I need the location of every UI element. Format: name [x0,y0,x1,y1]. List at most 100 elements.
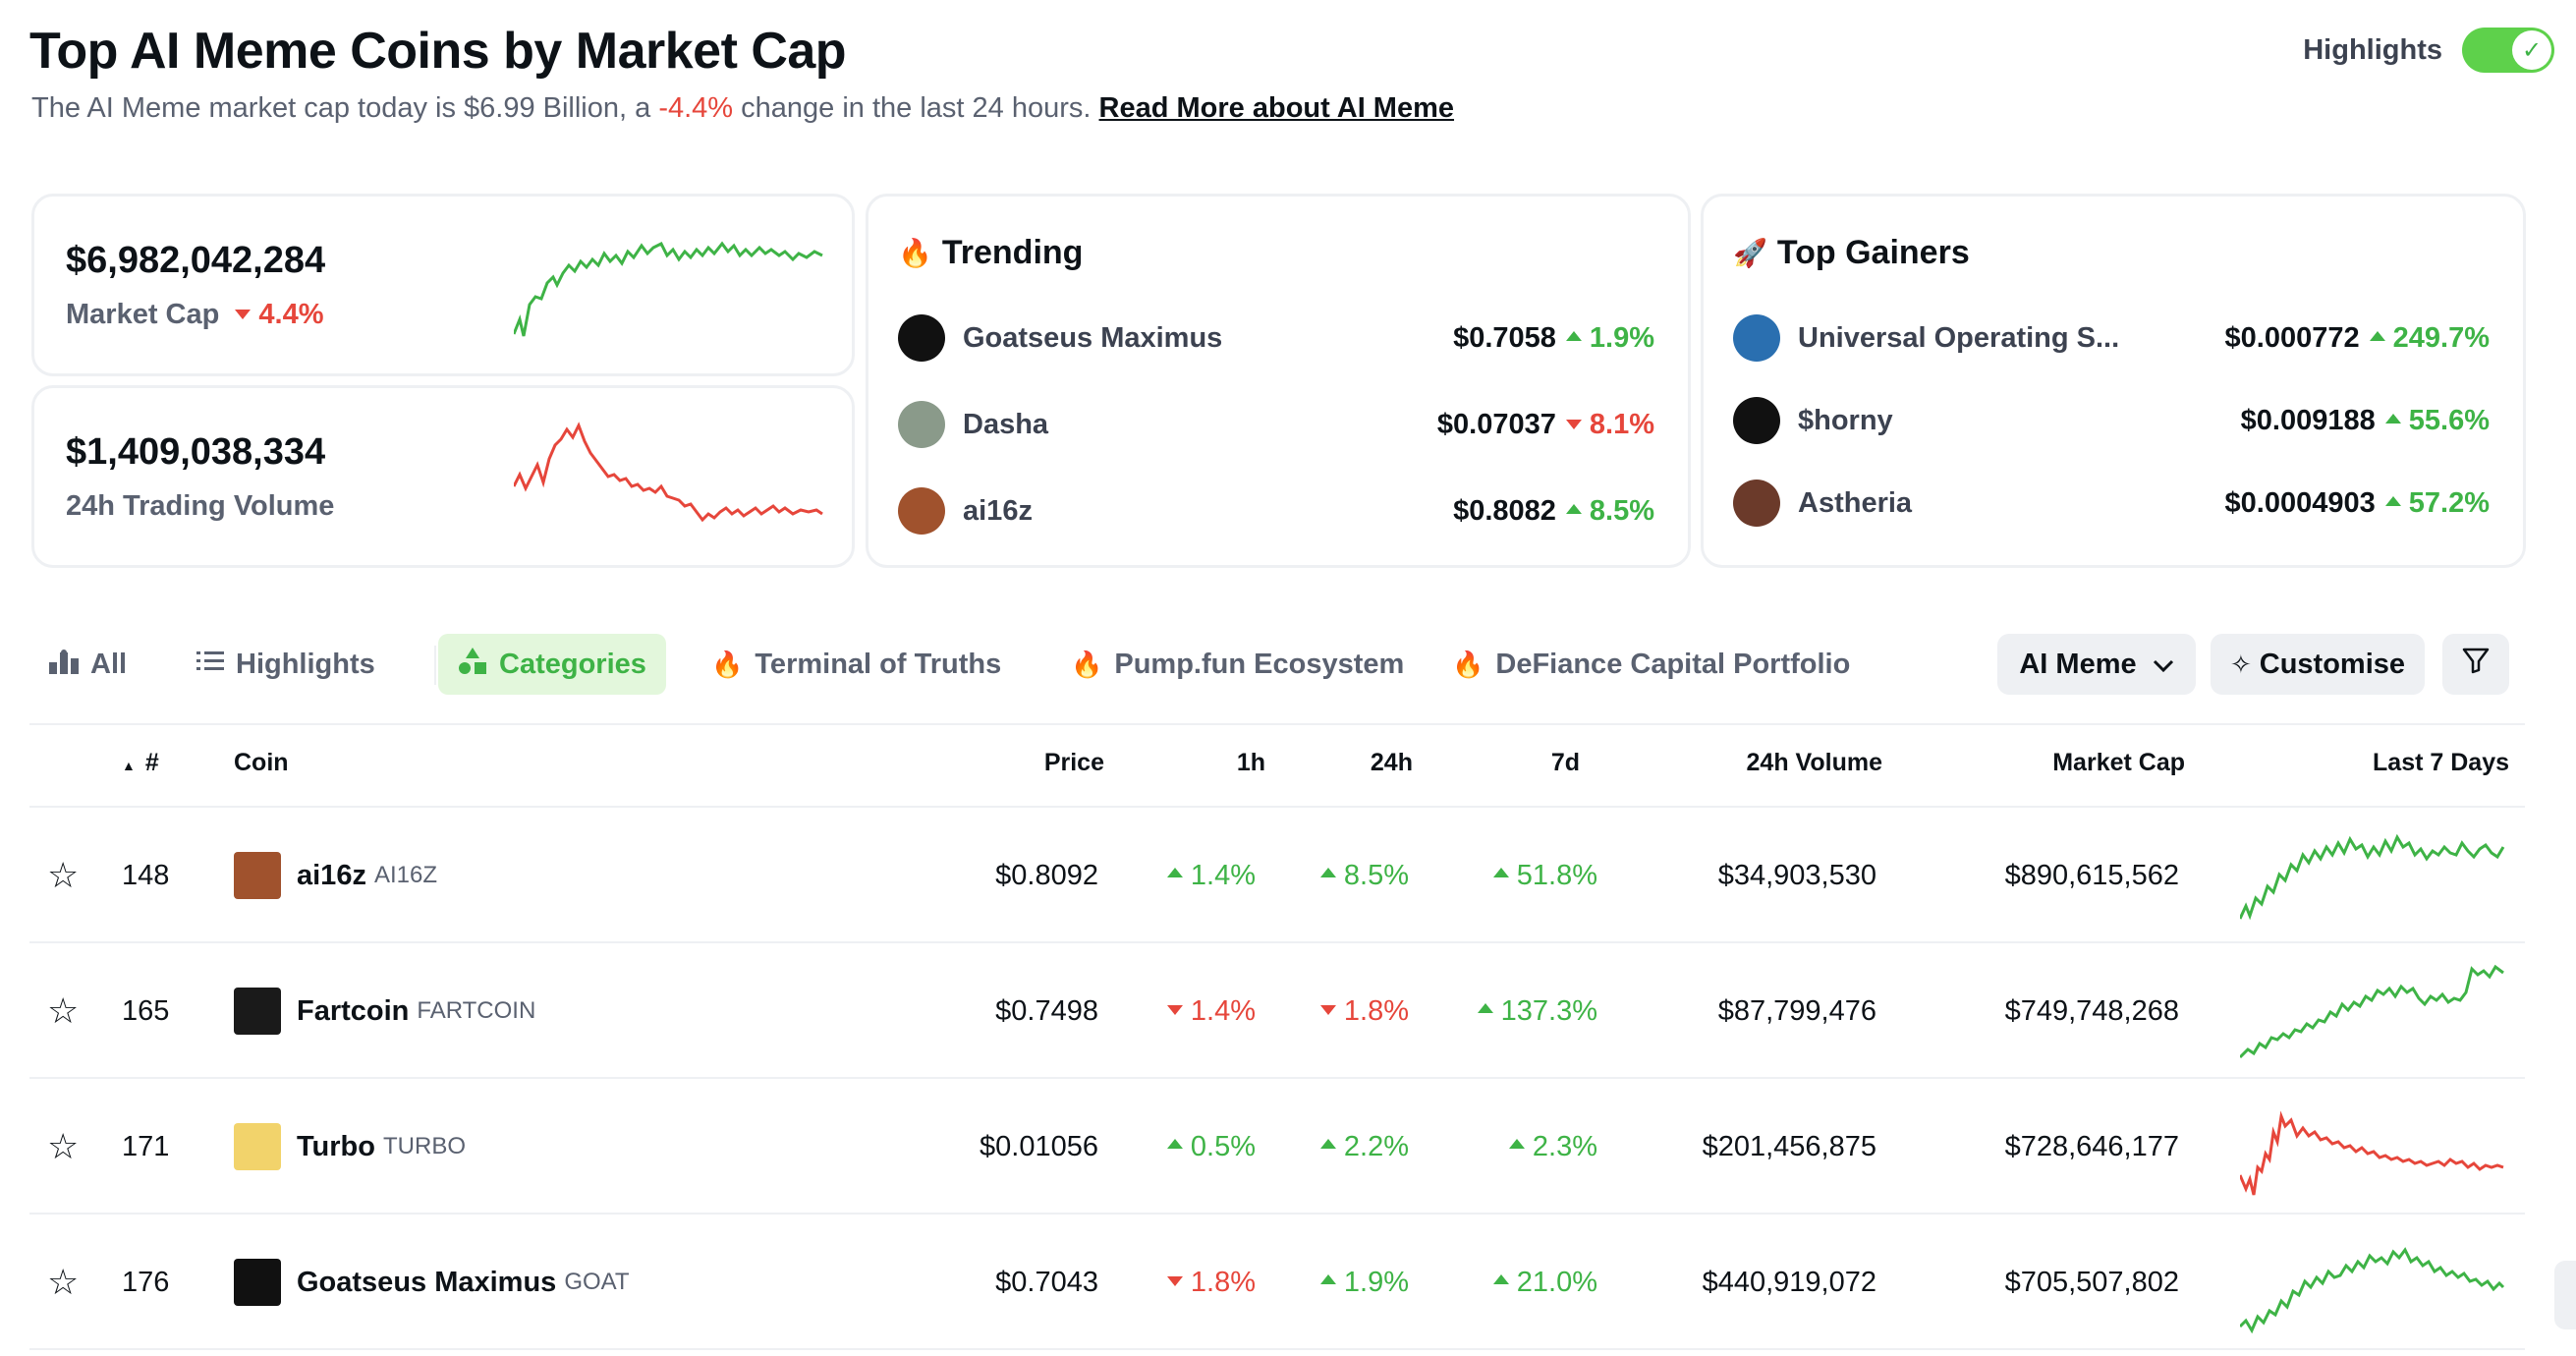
coin-name: Goatseus Maximus [297,1266,557,1298]
coin-price: $0.0004903 [2224,486,2376,519]
header-price[interactable]: Price [1043,749,1104,776]
rank: 148 [122,859,170,891]
change-d7: 137.3% [1477,943,1597,1079]
header-market-cap[interactable]: Market Cap [2052,749,2185,776]
trending-title: 🔥 Trending [898,234,1084,271]
coin-price: $0.8082 [1453,494,1556,527]
change-h24: 1.8% [1319,943,1409,1079]
coin-name: Goatseus Maximus [963,321,1223,354]
coin-logo [234,1259,281,1306]
change-h1: 1.8% [1166,1215,1256,1350]
table-row[interactable]: ☆ 171 Turbo TURBO $0.01056 0.5% 2.2% 2.3% $201,4… [29,1079,2525,1215]
trending-card: 🔥 Trending Goatseus Maximus $0.7058 1.9% Da… [866,194,1691,568]
bar-chart-icon [49,649,79,681]
rank: 176 [122,1266,170,1298]
market-cap-card: $6,982,042,284 Market Cap 4.4% [31,194,855,376]
coin-name: Turbo [297,1130,375,1162]
header-coin[interactable]: Coin [234,749,289,776]
rank: 171 [122,1130,170,1162]
volume-card: $1,409,038,334 24h Trading Volume [31,385,855,568]
tabs-separator [434,646,436,685]
header-rank[interactable]: ▲ # [122,749,159,776]
caret-down-icon [1565,419,1582,429]
caret-down-icon [1166,1005,1183,1015]
market-cap-label-group: Market Cap 4.4% [66,299,324,331]
header-24h[interactable]: 24h [1370,749,1413,776]
coin-cell[interactable]: ai16z AI16Z [234,808,437,943]
coin-change: 8.5% [1565,495,1654,528]
top-gainers-card: 🚀 Top Gainers Universal Operating S... $0… [1701,194,2526,568]
coin-change: 57.2% [2384,487,2490,520]
volume: $201,456,875 [1702,1130,1876,1162]
scrollbar[interactable] [2554,1261,2576,1329]
trending-item[interactable]: Goatseus Maximus $0.7058 1.9% [898,313,1654,363]
trending-item[interactable]: Dasha $0.07037 8.1% [898,400,1654,449]
caret-down-icon [235,310,252,320]
caret-up-icon [2384,413,2401,424]
trending-item[interactable]: ai16z $0.8082 8.5% [898,486,1654,536]
coin-avatar [1733,480,1780,527]
customise-button[interactable]: ✧ Customise [2211,634,2425,695]
market-cap-sparkline [514,241,823,337]
coin-logo [234,1123,281,1170]
check-icon: ✓ [2512,30,2551,70]
market-cap: $728,646,177 [2004,1130,2179,1162]
sort-up-icon: ▲ [122,758,136,773]
caret-up-icon [1492,1274,1509,1284]
star-icon[interactable]: ☆ [47,855,80,895]
caret-up-icon [1319,1274,1336,1284]
volume-sparkline [514,422,823,523]
market-cap-value: $6,982,042,284 [66,240,326,281]
coin-cell[interactable]: Fartcoin FARTCOIN [234,943,535,1079]
sparkline-7d [2240,1247,2505,1334]
table-row[interactable]: ☆ 165 Fartcoin FARTCOIN $0.7498 1.4% 1.8% 137.3… [29,943,2525,1079]
price: $0.7498 [995,994,1098,1027]
header-24h-volume[interactable]: 24h Volume [1746,749,1882,776]
caret-up-icon [1565,330,1582,341]
change-h1: 0.5% [1166,1079,1256,1215]
tab-defiance-capital-portfolio[interactable]: 🔥 DeFiance Capital Portfolio [1452,648,1851,680]
tab-categories[interactable]: Categories [438,634,666,695]
top_gainers-item[interactable]: Astheria $0.0004903 57.2% [1733,479,2490,528]
top_gainers-item[interactable]: $horny $0.009188 55.6% [1733,396,2490,445]
top_gainers-item[interactable]: Universal Operating S... $0.000772 249.7% [1733,313,2490,363]
coin-logo [234,988,281,1035]
highlights-toggle[interactable]: ✓ [2462,28,2554,73]
coin-price: $0.009188 [2240,404,2376,436]
market-cap-change: 4.4% [235,299,324,330]
coin-avatar [898,401,945,448]
star-icon[interactable]: ☆ [47,1126,80,1166]
coin-name: Astheria [1798,486,1913,519]
star-icon[interactable]: ☆ [47,1262,80,1302]
change-d7: 2.3% [1508,1079,1597,1215]
coin-name: $horny [1798,404,1893,436]
caret-down-icon [1166,1276,1183,1286]
table-row[interactable]: ☆ 176 Goatseus Maximus GOAT $0.7043 1.8% 1.9% 2… [29,1215,2525,1350]
header-7d[interactable]: 7d [1550,749,1580,776]
coin-symbol: TURBO [383,1133,466,1159]
coin-name: Universal Operating S... [1798,321,2120,354]
coin-symbol: GOAT [564,1269,630,1295]
category-select[interactable]: AI Meme [1997,634,2196,695]
filter-button[interactable] [2442,634,2509,695]
tab-all[interactable]: All [29,634,146,695]
tab-highlights[interactable]: Highlights [177,634,395,695]
header-1h[interactable]: 1h [1236,749,1265,776]
coin-name: Fartcoin [297,994,410,1027]
read-more-link[interactable]: Read More about AI Meme [1098,92,1455,124]
subtitle-prefix: The AI Meme market cap today is $6.99 Bi… [31,92,651,124]
tab-pump-fun-ecosystem[interactable]: 🔥 Pump.fun Ecosystem [1071,648,1405,680]
table-row[interactable]: ☆ 148 ai16z AI16Z $0.8092 1.4% 8.5% 51.8% $34,90… [29,808,2525,943]
change-h1: 1.4% [1166,943,1256,1079]
coin-avatar [898,314,945,362]
volume: $87,799,476 [1717,994,1876,1027]
coin-avatar [898,487,945,535]
star-icon[interactable]: ☆ [47,990,80,1031]
coin-cell[interactable]: Turbo TURBO [234,1079,466,1215]
coin-avatar [1733,397,1780,444]
coin-change: 249.7% [2369,322,2490,355]
tab-terminal-of-truths[interactable]: 🔥 Terminal of Truths [711,648,1002,680]
caret-up-icon [1508,1139,1525,1149]
top-gainers-title: 🚀 Top Gainers [1733,234,1970,271]
coin-cell[interactable]: Goatseus Maximus GOAT [234,1215,630,1350]
